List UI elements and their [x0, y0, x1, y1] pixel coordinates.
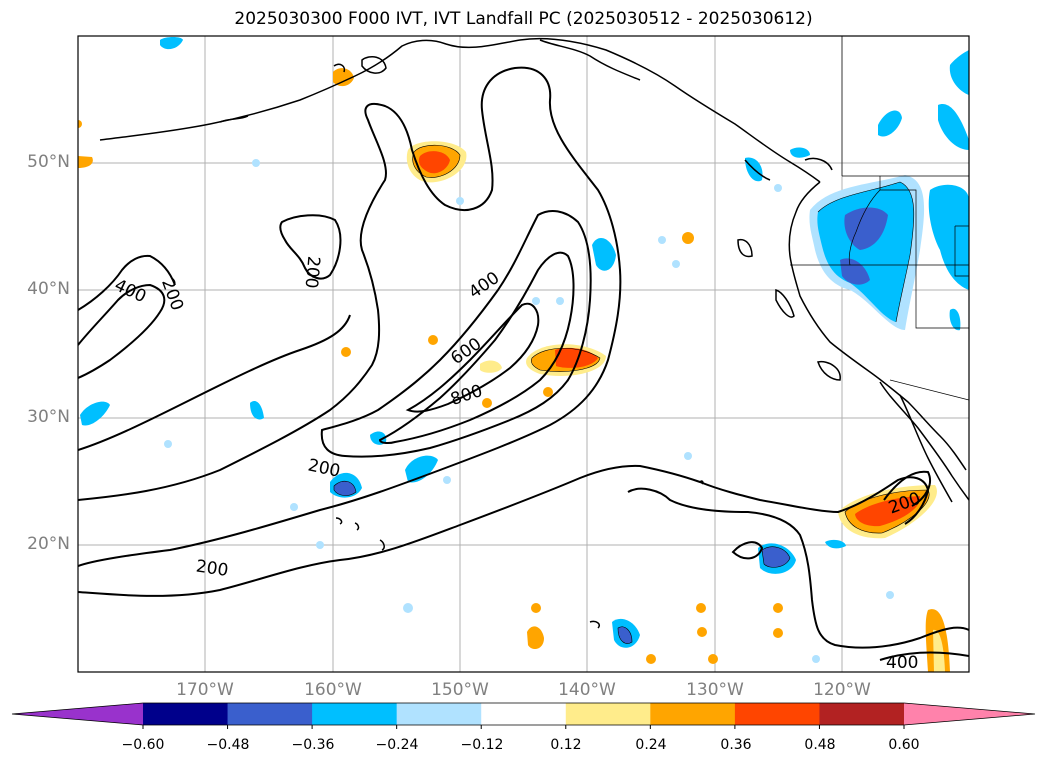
lon-label-150w: 150°W	[431, 680, 489, 700]
contour-label: 200	[195, 557, 230, 581]
colorbar-tick-label: 0.12	[550, 737, 582, 753]
ivt-contours	[78, 66, 969, 661]
lat-label-50n: 50°N	[27, 152, 70, 172]
contour-label: 400	[465, 268, 503, 303]
lat-label-30n: 30°N	[27, 407, 70, 427]
lat-label-20n: 20°N	[27, 534, 70, 554]
colorbar-tick-label: 0.36	[720, 737, 752, 753]
lon-label-140w: 140°W	[558, 680, 616, 700]
lon-label-130w: 130°W	[686, 680, 744, 700]
lon-label-160w: 160°W	[304, 680, 362, 700]
lon-label-170w: 170°W	[176, 680, 234, 700]
colorbar-tick-label: −0.24	[375, 737, 419, 753]
lat-label-40n: 40°N	[27, 279, 70, 299]
colorbar-tick-label: −0.36	[291, 737, 335, 753]
pc-outlines	[333, 144, 930, 644]
contour-label: 400	[886, 653, 918, 673]
coastlines	[99, 37, 969, 629]
negative-pc-fill	[80, 37, 969, 663]
borders	[790, 36, 969, 401]
contour-label: 200	[306, 455, 342, 481]
contour-label: 200	[301, 255, 324, 289]
figure-title: 2025030300 F000 IVT, IVT Landfall PC (20…	[234, 9, 813, 29]
colorbar-tick-label: −0.12	[460, 737, 504, 753]
positive-pc-fill	[78, 68, 950, 672]
lon-label-120w: 120°W	[813, 680, 871, 700]
colorbar-tick-label: 0.60	[888, 737, 920, 753]
map-frame	[77, 35, 970, 673]
colorbar-tick-label: −0.48	[206, 737, 250, 753]
colorbar-tick-label: −0.60	[121, 737, 165, 753]
colorbar-tick-label: 0.24	[635, 737, 667, 753]
colorbar-tick-label: 0.48	[804, 737, 836, 753]
